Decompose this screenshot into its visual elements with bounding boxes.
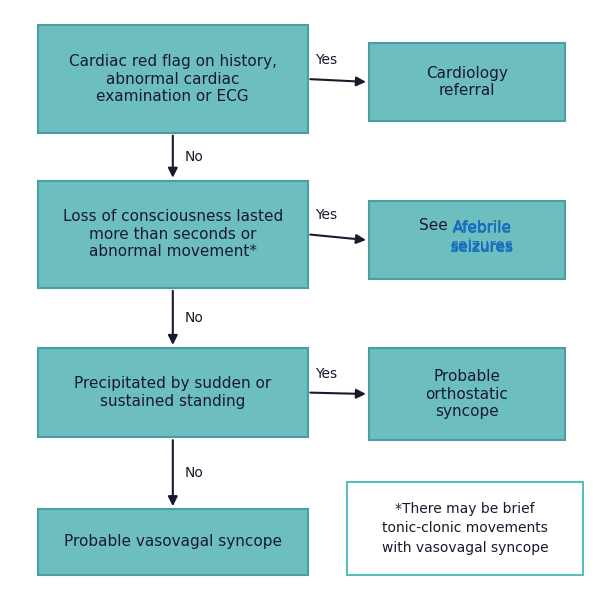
Text: Yes: Yes bbox=[315, 208, 337, 223]
FancyBboxPatch shape bbox=[38, 509, 308, 575]
Text: See: See bbox=[419, 218, 447, 233]
Text: Probable
orthostatic
syncope: Probable orthostatic syncope bbox=[425, 369, 508, 419]
FancyBboxPatch shape bbox=[369, 348, 565, 440]
FancyBboxPatch shape bbox=[38, 348, 308, 437]
Text: Afebrile
seizures: Afebrile seizures bbox=[451, 221, 514, 253]
Text: Yes: Yes bbox=[315, 367, 337, 380]
Text: Probable vasovagal syncope: Probable vasovagal syncope bbox=[64, 535, 282, 550]
Text: Afebrile
seizures: Afebrile seizures bbox=[451, 220, 514, 254]
FancyBboxPatch shape bbox=[38, 25, 308, 133]
Text: Cardiac red flag on history,
abnormal cardiac
examination or ECG: Cardiac red flag on history, abnormal ca… bbox=[69, 54, 277, 104]
Text: Precipitated by sudden or
sustained standing: Precipitated by sudden or sustained stan… bbox=[74, 376, 271, 409]
Text: Yes: Yes bbox=[315, 53, 337, 67]
Text: No: No bbox=[185, 149, 204, 164]
Text: Loss of consciousness lasted
more than seconds or
abnormal movement*: Loss of consciousness lasted more than s… bbox=[63, 209, 283, 259]
Text: No: No bbox=[185, 466, 204, 480]
FancyBboxPatch shape bbox=[369, 43, 565, 121]
Text: Afebrile
seizures: Afebrile seizures bbox=[451, 220, 514, 254]
Text: No: No bbox=[185, 311, 204, 325]
Text: *There may be brief
tonic-clonic movements
with vasovagal syncope: *There may be brief tonic-clonic movemen… bbox=[382, 502, 549, 555]
FancyBboxPatch shape bbox=[38, 181, 308, 288]
Text: Cardiology
referral: Cardiology referral bbox=[426, 66, 507, 98]
FancyBboxPatch shape bbox=[369, 202, 565, 279]
FancyBboxPatch shape bbox=[347, 482, 583, 575]
